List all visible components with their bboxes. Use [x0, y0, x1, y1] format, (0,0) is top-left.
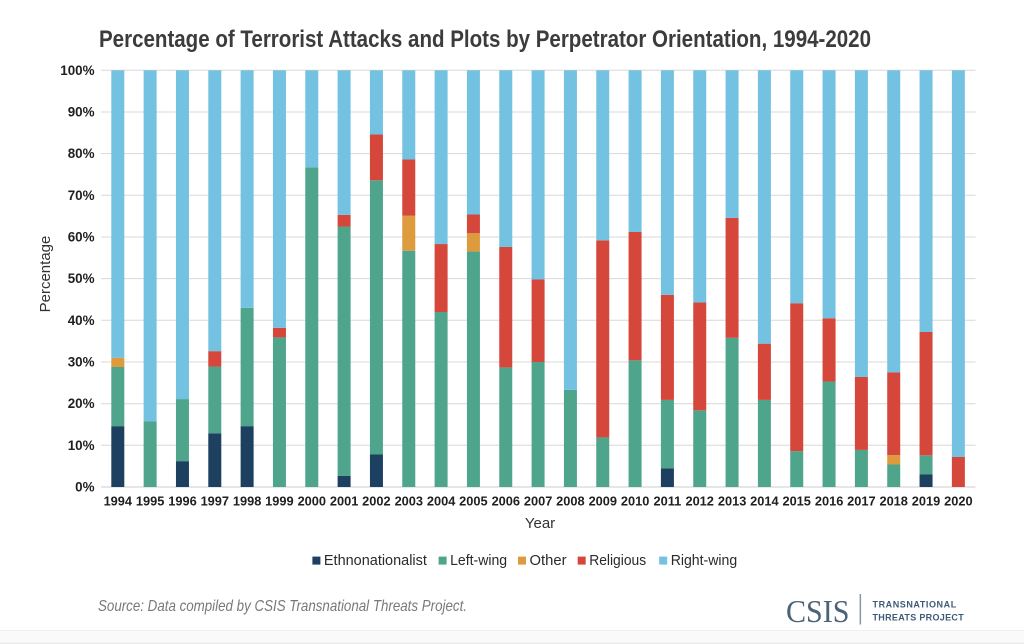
- svg-text:1995: 1995: [136, 494, 164, 509]
- svg-text:Year: Year: [525, 515, 555, 532]
- svg-text:2019: 2019: [912, 494, 940, 509]
- svg-text:2003: 2003: [395, 494, 423, 509]
- svg-text:40%: 40%: [68, 313, 95, 328]
- svg-text:50%: 50%: [68, 271, 95, 286]
- svg-text:100%: 100%: [60, 63, 94, 78]
- svg-text:Percentage of Terrorist Attack: Percentage of Terrorist Attacks and Plot…: [99, 26, 871, 53]
- svg-text:2006: 2006: [492, 494, 520, 509]
- svg-text:2008: 2008: [556, 494, 584, 509]
- svg-text:1999: 1999: [265, 494, 293, 509]
- svg-text:1998: 1998: [233, 494, 261, 509]
- svg-text:2018: 2018: [879, 494, 907, 509]
- svg-text:Right-wing: Right-wing: [671, 553, 738, 569]
- svg-text:Source: Data compiled by CSIS: Source: Data compiled by CSIS Transnatio…: [98, 598, 467, 615]
- svg-text:60%: 60%: [68, 230, 95, 245]
- svg-text:20%: 20%: [68, 396, 95, 411]
- svg-text:THREATS PROJECT: THREATS PROJECT: [873, 612, 965, 622]
- svg-text:2001: 2001: [330, 494, 358, 509]
- svg-text:1997: 1997: [201, 494, 229, 509]
- svg-text:2013: 2013: [718, 494, 746, 509]
- svg-text:80%: 80%: [68, 146, 95, 161]
- svg-text:1994: 1994: [104, 494, 133, 509]
- svg-text:2014: 2014: [750, 494, 779, 509]
- svg-text:30%: 30%: [68, 355, 95, 370]
- svg-text:1996: 1996: [168, 494, 196, 509]
- svg-text:2012: 2012: [685, 494, 713, 509]
- svg-text:2002: 2002: [362, 494, 390, 509]
- svg-text:2005: 2005: [459, 494, 487, 509]
- svg-text:70%: 70%: [68, 188, 95, 203]
- svg-text:Religious: Religious: [589, 553, 646, 569]
- svg-text:2004: 2004: [427, 494, 456, 509]
- svg-text:Left-wing: Left-wing: [450, 553, 507, 569]
- svg-text:2017: 2017: [847, 494, 875, 509]
- svg-text:2011: 2011: [654, 494, 682, 509]
- svg-text:2007: 2007: [524, 494, 552, 509]
- svg-text:2010: 2010: [621, 494, 649, 509]
- svg-text:2016: 2016: [815, 494, 843, 509]
- svg-text:2009: 2009: [589, 494, 617, 509]
- svg-text:TRANSNATIONAL: TRANSNATIONAL: [873, 600, 958, 610]
- svg-text:2000: 2000: [298, 494, 326, 509]
- svg-text:10%: 10%: [68, 438, 95, 453]
- svg-text:0%: 0%: [75, 480, 94, 495]
- svg-text:Ethnonationalist: Ethnonationalist: [324, 553, 427, 569]
- svg-text:2015: 2015: [782, 494, 810, 509]
- svg-text:2020: 2020: [944, 494, 972, 509]
- svg-text:90%: 90%: [68, 105, 95, 120]
- svg-text:Other: Other: [530, 553, 567, 569]
- svg-text:CSIS: CSIS: [786, 593, 850, 629]
- svg-text:Percentage: Percentage: [37, 236, 54, 313]
